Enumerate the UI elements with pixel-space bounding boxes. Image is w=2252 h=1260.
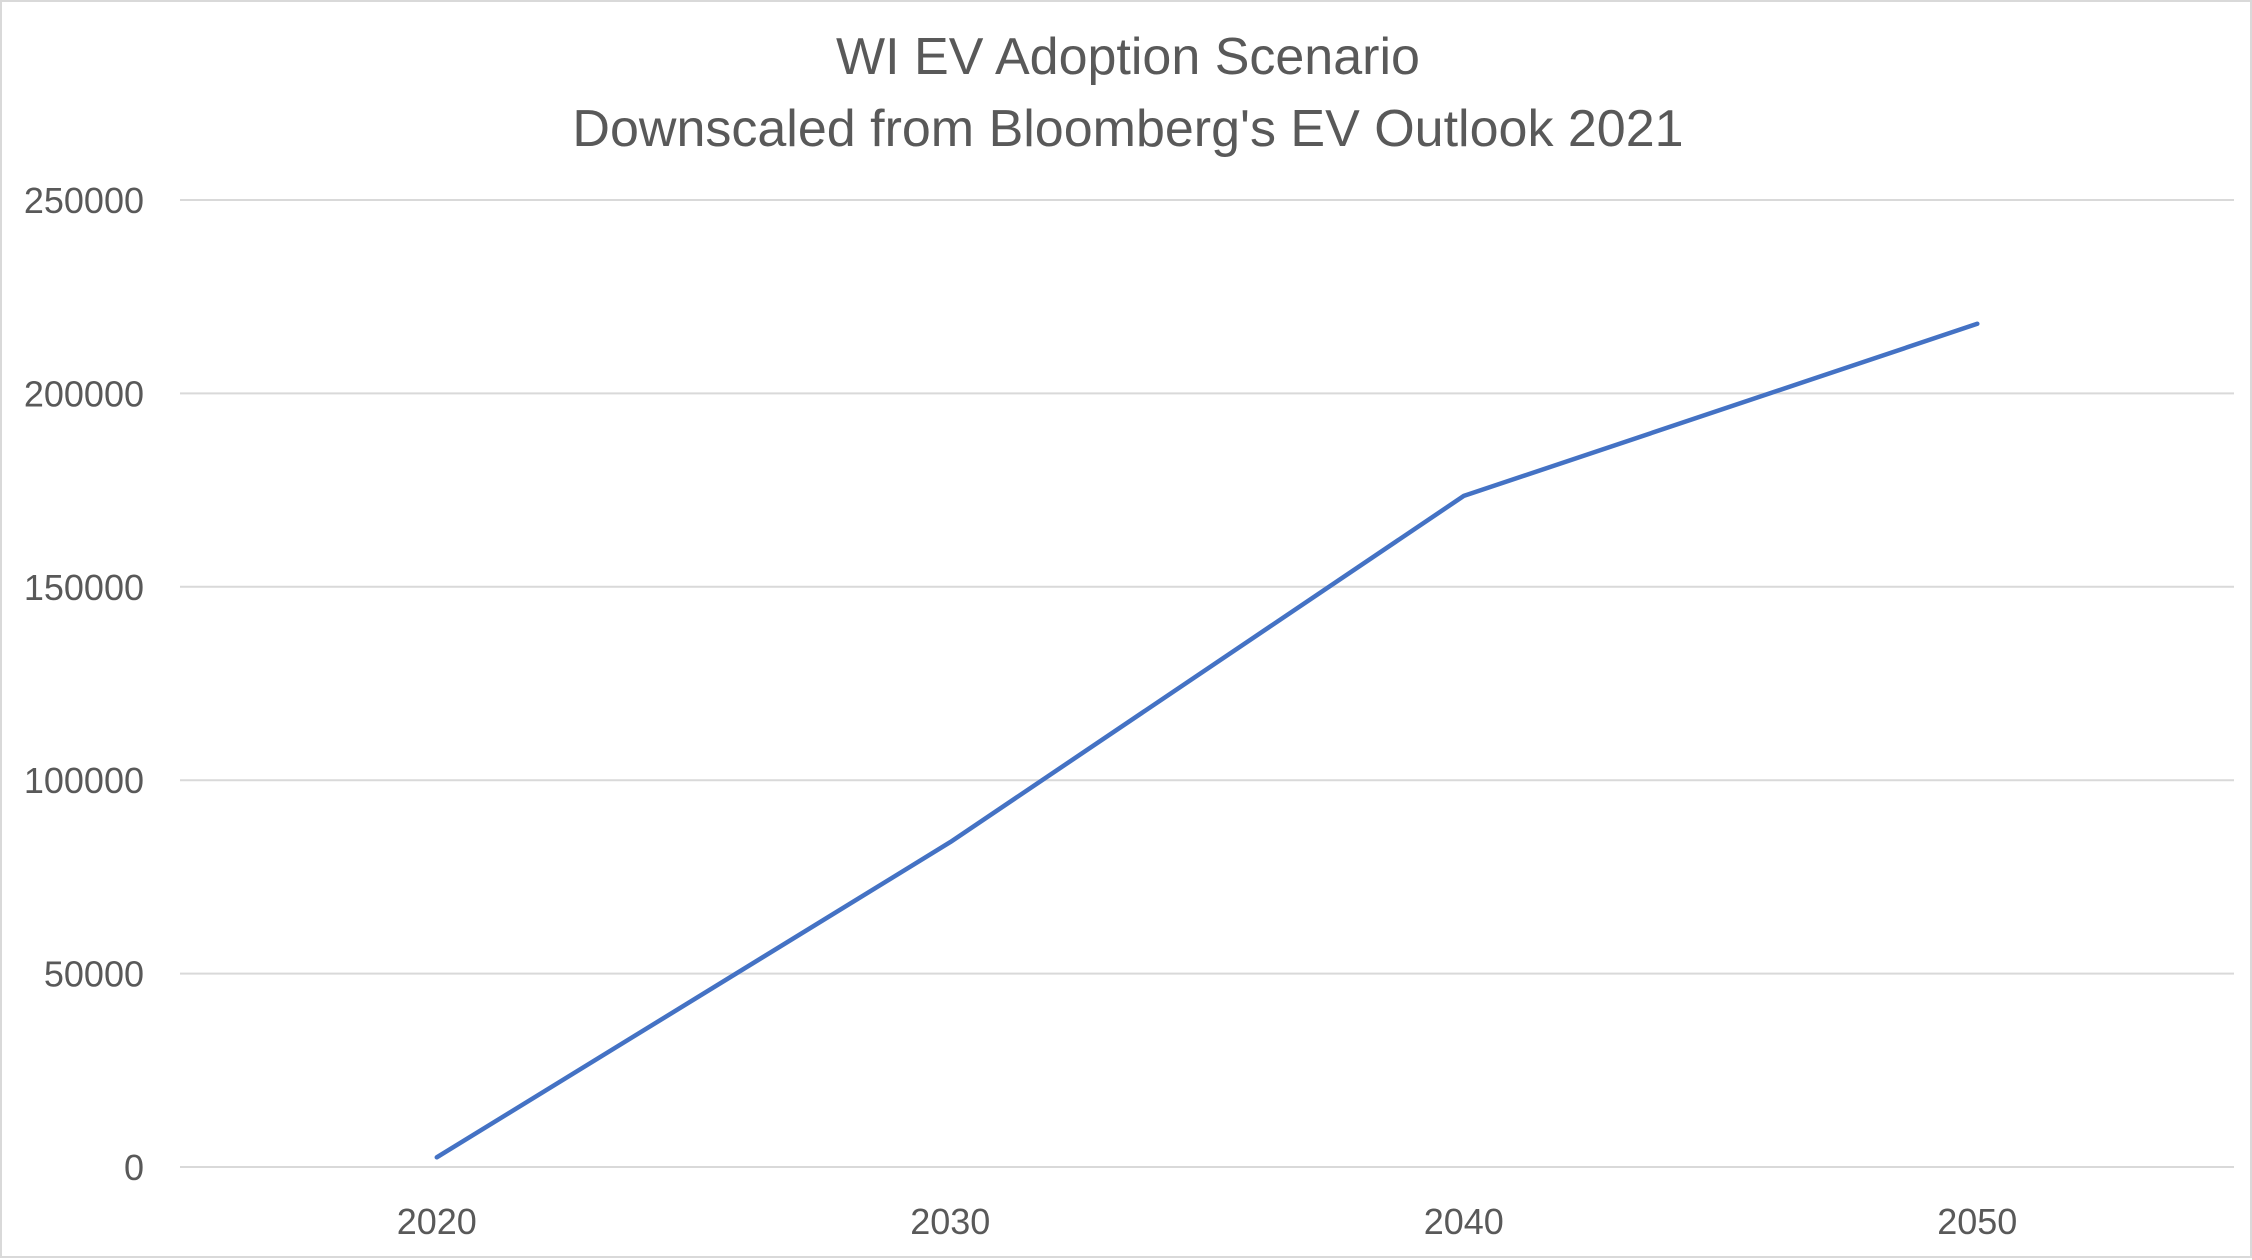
series-layer	[434, 321, 1980, 1160]
chart-title-line-2: Downscaled from Bloomberg's EV Outlook 2…	[572, 100, 1683, 158]
y-tick-label: 150000	[24, 567, 144, 608]
y-tick-label: 100000	[24, 760, 144, 801]
y-tick-label: 200000	[24, 373, 144, 414]
gridlines	[180, 199, 2234, 1168]
x-axis-tick-labels: 2020 2030 2040 2050	[397, 1201, 2018, 1242]
y-tick-label: 50000	[44, 954, 144, 995]
y-axis-tick-labels: 0 50000 100000 150000 200000 250000	[24, 180, 144, 1188]
x-tick-label: 2020	[397, 1201, 477, 1242]
y-tick-label: 250000	[24, 180, 144, 221]
series-line-0	[434, 321, 1980, 1160]
y-tick-label: 0	[124, 1147, 144, 1188]
x-tick-label: 2030	[910, 1201, 990, 1242]
chart-title-line-1: WI EV Adoption Scenario	[836, 28, 1420, 86]
x-tick-label: 2040	[1424, 1201, 1504, 1242]
x-tick-label: 2050	[1937, 1201, 2017, 1242]
